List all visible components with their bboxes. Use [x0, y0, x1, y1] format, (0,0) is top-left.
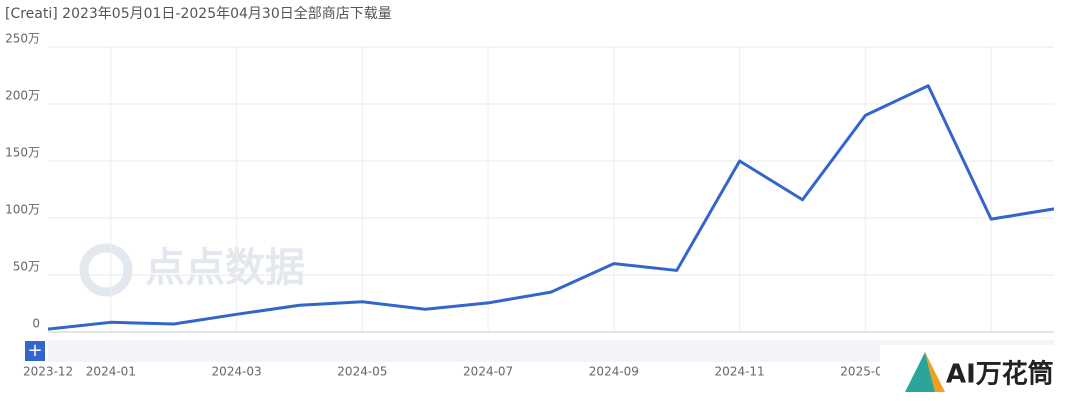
y-tick-label: 200万	[5, 89, 40, 103]
y-tick-label: 50万	[13, 260, 40, 274]
watermark-logo	[79, 243, 133, 297]
x-tick-label: 2023-12	[23, 365, 73, 379]
y-tick-label: 250万	[5, 32, 40, 46]
x-tick-label: 2024-07	[463, 365, 513, 379]
range-slider[interactable]	[48, 340, 1054, 362]
badge-text: AI万花筒	[946, 359, 1054, 390]
y-tick-label: 150万	[5, 146, 40, 160]
line	[47, 84, 1055, 331]
x-tick-label: 2024-11	[715, 365, 765, 379]
watermark: 点点数据	[145, 245, 305, 291]
badge-logo-part	[925, 352, 945, 392]
x-tick-label: 2024-03	[212, 365, 262, 379]
add-button[interactable]	[25, 341, 45, 361]
y-tick-label: 100万	[5, 203, 40, 217]
x-tick-label: 2024-01	[86, 365, 136, 379]
x-tick-label: 2024-05	[337, 365, 387, 379]
y-tick-label: 0	[32, 317, 40, 331]
chart-title: [Creati] 2023年05月01日-2025年04月30日全部商店下载量	[5, 5, 392, 22]
add-icon: +	[27, 340, 42, 361]
x-tick-label: 2025-01	[840, 365, 890, 379]
x-tick-label: 2024-09	[589, 365, 639, 379]
